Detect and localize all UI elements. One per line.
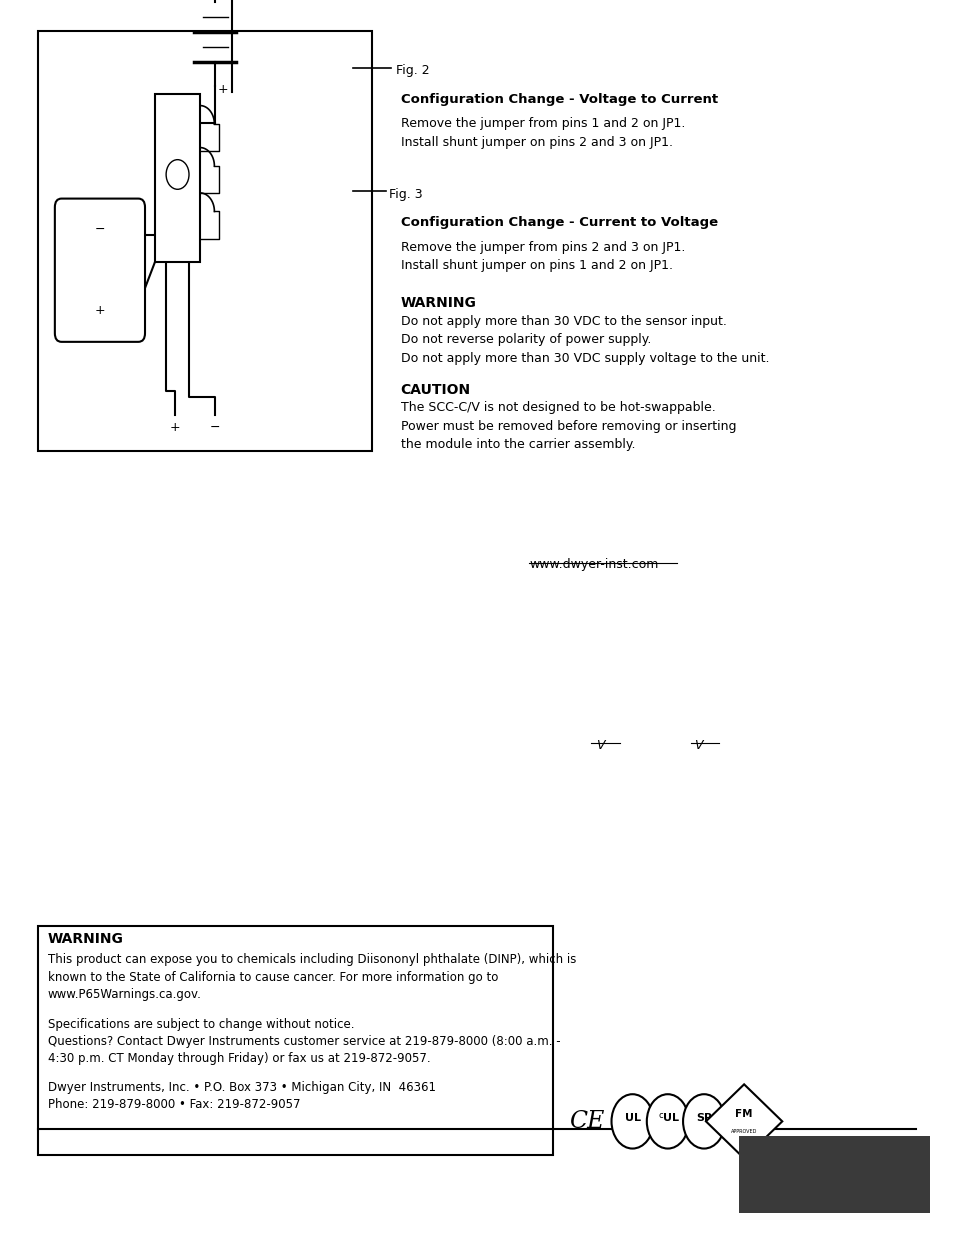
Bar — [38, 31, 372, 451]
Text: WARNING: WARNING — [48, 932, 124, 946]
Text: −: − — [94, 224, 105, 236]
Text: Fig. 3: Fig. 3 — [389, 188, 422, 201]
Text: Remove the jumper from pins 1 and 2 on JP1.: Remove the jumper from pins 1 and 2 on J… — [400, 117, 684, 131]
Text: UL: UL — [662, 1113, 678, 1123]
Text: Configuration Change - Voltage to Current: Configuration Change - Voltage to Curren… — [400, 93, 717, 106]
Text: Install shunt jumper on pins 1 and 2 on JP1.: Install shunt jumper on pins 1 and 2 on … — [400, 259, 672, 273]
Text: −: − — [172, 138, 182, 151]
Text: Dwyer Instruments, Inc. • P.O. Box 373 • Michigan City, IN  46361: Dwyer Instruments, Inc. • P.O. Box 373 •… — [48, 1081, 436, 1094]
Text: Remove the jumper from pins 2 and 3 on JP1.: Remove the jumper from pins 2 and 3 on J… — [400, 241, 684, 254]
Text: c: c — [659, 1110, 662, 1120]
Text: This product can expose you to chemicals including Diisononyl phthalate (DINP), : This product can expose you to chemicals… — [48, 953, 576, 967]
Text: Power must be removed before removing or inserting: Power must be removed before removing or… — [400, 420, 736, 433]
Text: CE: CE — [568, 1110, 604, 1132]
Text: Do not apply more than 30 VDC to the sensor input.: Do not apply more than 30 VDC to the sen… — [400, 315, 726, 329]
Text: 4:30 p.m. CT Monday through Friday) or fax us at 219-872-9057.: 4:30 p.m. CT Monday through Friday) or f… — [48, 1052, 430, 1066]
Text: Dwyer: Dwyer — [781, 1158, 882, 1188]
Text: Fig. 2: Fig. 2 — [395, 64, 429, 78]
Circle shape — [682, 1094, 724, 1149]
Text: V: V — [596, 739, 604, 752]
Text: Configuration Change - Current to Voltage: Configuration Change - Current to Voltag… — [400, 216, 717, 230]
Text: Install shunt jumper on pins 2 and 3 on JP1.: Install shunt jumper on pins 2 and 3 on … — [400, 136, 672, 149]
Bar — [154, 94, 200, 262]
Text: FM: FM — [735, 1109, 752, 1119]
Text: APPROVED: APPROVED — [730, 1129, 757, 1134]
Circle shape — [646, 1094, 688, 1149]
Polygon shape — [705, 1084, 781, 1158]
Text: Do not reverse polarity of power supply.: Do not reverse polarity of power supply. — [400, 333, 650, 347]
Bar — [739, 1136, 929, 1213]
Text: known to the State of California to cause cancer. For more information go to: known to the State of California to caus… — [48, 971, 497, 984]
Circle shape — [166, 159, 189, 189]
Text: +: + — [217, 84, 228, 96]
Text: +: + — [170, 421, 180, 435]
Text: +: + — [94, 304, 105, 317]
Text: The SCC-C/V is not designed to be hot-swappable.: The SCC-C/V is not designed to be hot-sw… — [400, 401, 715, 415]
Text: Questions? Contact Dwyer Instruments customer service at 219-879-8000 (8:00 a.m.: Questions? Contact Dwyer Instruments cus… — [48, 1035, 559, 1049]
Bar — [38, 926, 553, 1155]
Text: Specifications are subject to change without notice.: Specifications are subject to change wit… — [48, 1018, 354, 1031]
Text: Do not apply more than 30 VDC supply voltage to the unit.: Do not apply more than 30 VDC supply vol… — [400, 352, 768, 366]
Text: www.dwyer-inst.com: www.dwyer-inst.com — [529, 558, 659, 572]
Text: ®: ® — [911, 1203, 919, 1213]
Text: V: V — [694, 739, 702, 752]
Text: CAUTION: CAUTION — [400, 383, 471, 396]
Text: Phone: 219-879-8000 • Fax: 219-872-9057: Phone: 219-879-8000 • Fax: 219-872-9057 — [48, 1098, 300, 1112]
Text: SR: SR — [695, 1113, 712, 1123]
Text: the module into the carrier assembly.: the module into the carrier assembly. — [400, 438, 635, 452]
Text: www.P65Warnings.ca.gov.: www.P65Warnings.ca.gov. — [48, 988, 201, 1002]
Circle shape — [611, 1094, 653, 1149]
Text: WARNING: WARNING — [400, 296, 476, 310]
FancyBboxPatch shape — [55, 199, 145, 342]
Text: UL: UL — [624, 1113, 639, 1123]
Text: −: − — [210, 421, 220, 435]
